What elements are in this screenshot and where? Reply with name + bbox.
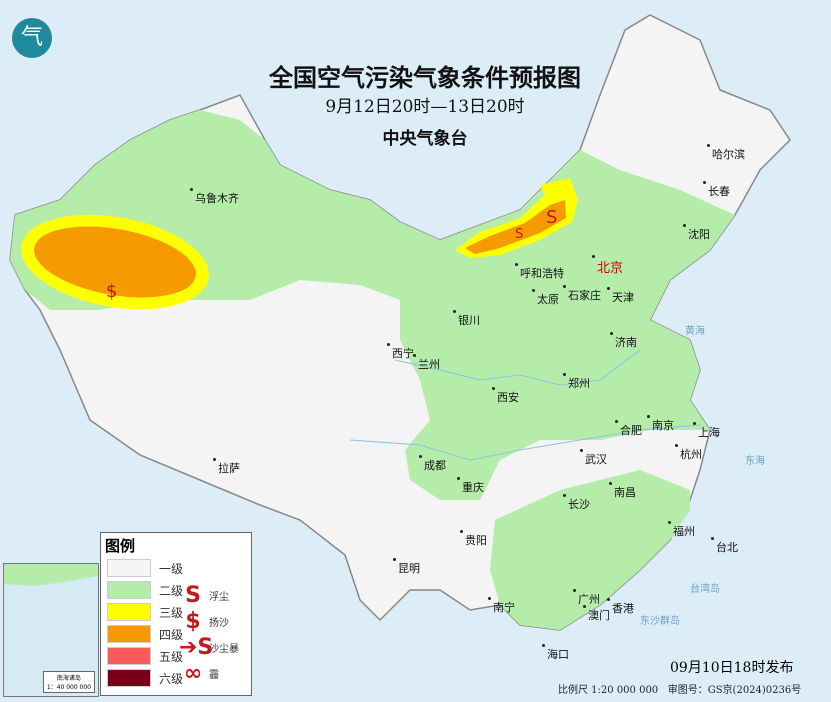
south-china-sea-inset: 南海诸岛 1：40 000 000	[3, 563, 99, 697]
sea-label: 东沙群岛	[640, 616, 680, 627]
legend-level-label: 六级	[159, 671, 184, 686]
city-label: 长沙	[563, 494, 590, 511]
city-label: 长春	[703, 181, 730, 198]
legend-symbol: $ 扬沙	[179, 609, 229, 634]
legend-symbol-label: 扬沙	[209, 618, 229, 629]
scale-and-approval: 比例尺 1:20 000 000 审图号：GS京(2024)0236号	[558, 685, 802, 696]
city-label: 南京	[647, 415, 674, 432]
legend-level-label: 四级	[159, 627, 184, 642]
city-label: 郑州	[563, 373, 590, 390]
city-label: 昆明	[393, 558, 420, 575]
dust-symbol: S	[515, 227, 523, 242]
city-label: 西安	[492, 387, 519, 404]
city-label: 杭州	[675, 444, 702, 461]
river	[394, 349, 641, 386]
river	[349, 424, 701, 461]
city-label: 上海	[693, 422, 720, 439]
forecast-period: 9月12日20时—13日20时	[325, 97, 525, 117]
inset-scale-box: 南海诸岛 1：40 000 000	[42, 671, 95, 693]
legend-swatch	[107, 647, 151, 665]
map-title: 全国空气污染气象条件预报图	[269, 63, 581, 92]
legend-symbol-label: 浮尘	[209, 592, 229, 603]
legend-swatch	[107, 625, 151, 643]
city-label: 武汉	[580, 449, 607, 466]
city-label: 重庆	[457, 477, 484, 494]
legend: 图例 一级 二级 三级 四级 五级 六级 S 浮尘 $ 扬沙 ➔S 沙尘暴 ∞ 霾	[100, 532, 252, 696]
city-label: 呼和浩特	[515, 263, 564, 280]
legend-level: 一级	[107, 559, 183, 577]
legend-symbol: ➔S 沙尘暴	[179, 635, 239, 660]
city-label: 南昌	[609, 482, 636, 499]
legend-level: 三级	[107, 603, 183, 621]
city-label: 太原	[532, 289, 559, 306]
city-label: 兰州	[413, 354, 440, 371]
legend-level-label: 三级	[159, 605, 184, 620]
level-3-region-north	[455, 178, 578, 258]
city-label: 拉萨	[213, 458, 240, 475]
legend-symbol-icon: ∞	[183, 661, 203, 686]
city-label: 石家庄	[563, 285, 601, 302]
sea-label: 台湾岛	[690, 584, 720, 595]
city-label: 广州	[573, 589, 600, 606]
legend-level-label: 五级	[159, 649, 184, 664]
dust-symbol: $	[106, 281, 117, 302]
legend-level-label: 二级	[159, 583, 184, 598]
legend-symbol: ∞ 霾	[179, 661, 219, 686]
dust-symbol: S	[546, 207, 557, 228]
legend-title: 图例	[105, 537, 136, 555]
legend-level: 六级	[107, 669, 183, 687]
legend-level-label: 一级	[159, 561, 184, 576]
legend-swatch	[107, 559, 151, 577]
legend-symbol-label: 霾	[209, 670, 219, 681]
city-label: 天津	[607, 287, 634, 304]
city-label: 成都	[419, 455, 446, 472]
level-4-region-north	[465, 200, 566, 254]
legend-symbol: S 浮尘	[179, 583, 229, 608]
city-label: 合肥	[615, 420, 642, 437]
city-label: 济南	[610, 332, 637, 349]
issue-time: 09月10日18时发布	[670, 660, 794, 676]
level-2-region-south	[490, 470, 690, 630]
city-label: 南宁	[488, 597, 515, 614]
legend-swatch	[107, 581, 151, 599]
legend-level: 二级	[107, 581, 183, 599]
legend-level: 四级	[107, 625, 183, 643]
city-label: 福州	[668, 521, 695, 538]
legend-swatch	[107, 669, 151, 687]
city-label: 贵阳	[460, 530, 487, 547]
level-4-region-west	[34, 226, 196, 298]
city-label: 银川	[453, 310, 480, 327]
sea-label: 黄海	[685, 326, 705, 337]
issuer: 中央气象台	[382, 129, 468, 149]
city-label: 哈尔滨	[707, 144, 745, 161]
legend-symbol-icon: S	[185, 583, 201, 608]
legend-symbol-icon: ➔S	[179, 635, 214, 660]
city-label: 台北	[711, 537, 738, 554]
legend-symbol-label: 沙尘暴	[209, 644, 239, 655]
legend-level: 五级	[107, 647, 183, 665]
city-label: 海口	[542, 644, 569, 661]
legend-symbol-icon: $	[185, 609, 201, 634]
cma-logo: 气	[12, 18, 52, 58]
sea-label: 东海	[745, 456, 765, 467]
city-label: 西宁	[387, 343, 414, 360]
city-label: 乌鲁木齐	[190, 188, 239, 205]
city-label-capital: 北京	[591, 255, 623, 276]
city-label: 香港	[607, 598, 634, 615]
city-label: 沈阳	[683, 224, 710, 241]
city-label: 澳门	[583, 605, 610, 622]
legend-swatch	[107, 603, 151, 621]
